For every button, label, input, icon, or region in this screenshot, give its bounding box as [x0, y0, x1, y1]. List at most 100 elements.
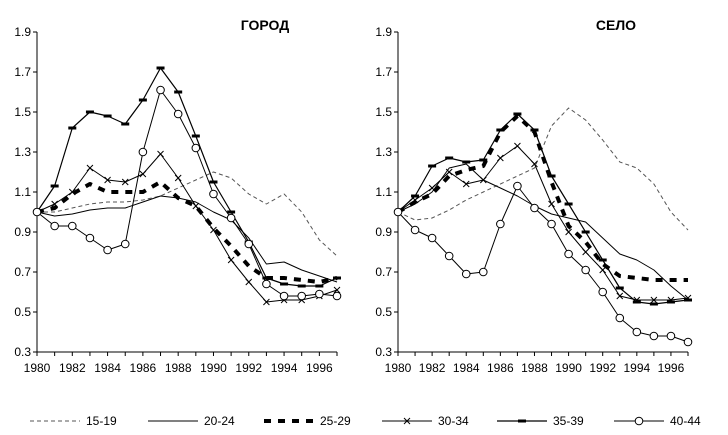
- data-point-40-44: [496, 219, 505, 229]
- series-line-25-29-selo: [396, 114, 688, 282]
- data-point-40-44: [478, 267, 488, 277]
- data-point-40-44: [244, 239, 254, 249]
- data-point-35-39: [209, 180, 218, 184]
- y-tick-label: 1.7: [14, 65, 31, 79]
- data-point-40-44: [262, 279, 271, 289]
- data-point-35-39: [85, 110, 94, 114]
- y-tick-label: 1.1: [14, 185, 31, 199]
- data-point-35-39: [666, 300, 675, 304]
- data-point-40-44: [547, 219, 556, 229]
- legend-marker: [518, 419, 526, 423]
- x-tick-label: 1986: [487, 361, 514, 375]
- legend-item-30-34: 30-34: [382, 414, 469, 428]
- series-line-20-24-selo: [397, 163, 689, 301]
- y-tick-label: 0.9: [375, 225, 392, 239]
- data-point-35-39: [530, 128, 539, 132]
- data-point-35-39: [50, 184, 59, 188]
- data-point-35-39: [411, 194, 420, 198]
- data-point-35-39: [280, 282, 289, 286]
- data-point-40-44: [598, 287, 608, 297]
- y-tick-label: 1.7: [375, 65, 392, 79]
- data-point-35-39: [333, 276, 341, 280]
- x-tick-label: 1992: [589, 361, 616, 375]
- y-tick-label: 1.5: [14, 105, 31, 119]
- y-tick-label: 0.7: [375, 265, 392, 279]
- legend-label: 30-34: [438, 414, 469, 428]
- data-point-35-39: [103, 114, 112, 118]
- legend-label: 15-19: [86, 414, 117, 428]
- data-point-35-39: [68, 126, 77, 130]
- series-line-35-39-gorod: [36, 67, 338, 287]
- data-point-30-34: [174, 174, 182, 182]
- x-tick-label: 1988: [521, 361, 548, 375]
- data-point-30-34: [514, 142, 521, 150]
- data-point-40-44: [103, 245, 112, 255]
- data-point-30-34: [428, 184, 436, 192]
- legend-item-40-44: 40-44: [614, 414, 701, 428]
- data-point-30-34: [496, 154, 504, 162]
- data-point-35-39: [564, 202, 573, 206]
- data-point-40-44: [461, 269, 471, 279]
- chart-panel-gorod: ГОРОД 0.3 0.5 0.7 0.9 1.1 1.3 1.5 1.7 1.9 1980 198…: [14, 17, 342, 375]
- legend-item-15-19: 15-19: [30, 414, 117, 428]
- data-point-30-34: [86, 164, 94, 172]
- data-point-30-34: [139, 170, 147, 178]
- data-point-40-44: [191, 143, 201, 153]
- data-point-35-39: [191, 134, 200, 138]
- x-tick-label: 1992: [235, 361, 262, 375]
- data-point-30-34: [462, 180, 470, 188]
- x-tick-label: 1996: [306, 361, 333, 375]
- data-point-30-34: [599, 266, 607, 274]
- data-point-40-44: [666, 331, 676, 341]
- data-point-35-39: [496, 128, 505, 132]
- data-point-40-44: [120, 239, 130, 249]
- data-point-35-39: [581, 230, 590, 234]
- y-tick-label: 1.9: [14, 25, 31, 39]
- data-point-40-44: [156, 85, 165, 95]
- data-point-30-34: [121, 178, 129, 186]
- data-point-40-44: [649, 331, 659, 341]
- x-tick-label: 1988: [165, 361, 192, 375]
- y-tick-label: 0.3: [375, 345, 392, 359]
- x-tick-label: 1990: [200, 361, 227, 375]
- data-point-30-34: [68, 188, 76, 196]
- data-point-40-44: [393, 207, 403, 217]
- legend-item-20-24: 20-24: [148, 414, 235, 428]
- data-point-40-44: [632, 327, 642, 337]
- series-line-25-29-gorod: [36, 180, 338, 284]
- data-point-40-44: [513, 181, 522, 191]
- data-point-30-34: [333, 286, 341, 294]
- chart-title-gorod: ГОРОД: [241, 17, 290, 33]
- data-point-35-39: [297, 284, 306, 288]
- series-line-30-34-gorod: [36, 153, 338, 303]
- data-point-35-39: [315, 284, 324, 288]
- data-point-30-34: [445, 168, 453, 176]
- data-point-35-39: [513, 112, 522, 116]
- data-point-35-39: [462, 160, 471, 164]
- y-tick-label: 1.9: [375, 25, 392, 39]
- x-tick-label: 1994: [271, 361, 298, 375]
- legend-label: 40-44: [670, 414, 701, 428]
- legend-label: 25-29: [320, 414, 351, 428]
- legend-label: 20-24: [204, 414, 235, 428]
- data-point-35-39: [428, 164, 437, 168]
- data-point-35-39: [121, 122, 130, 126]
- data-point-30-34: [565, 228, 572, 236]
- y-tick-label: 1.5: [375, 105, 392, 119]
- data-point-40-44: [85, 233, 95, 243]
- y-tick-label: 1.1: [375, 185, 392, 199]
- data-point-40-44: [530, 203, 539, 213]
- data-point-40-44: [226, 213, 236, 223]
- data-point-40-44: [683, 337, 693, 347]
- x-tick-label: 1982: [59, 361, 86, 375]
- data-point-35-39: [138, 98, 147, 102]
- data-point-40-44: [209, 189, 218, 199]
- data-point-30-34: [548, 200, 555, 208]
- data-point-35-39: [479, 158, 488, 162]
- y-tick-label: 0.5: [14, 305, 31, 319]
- data-point-30-34: [531, 160, 538, 168]
- series-line-20-24-gorod: [36, 195, 338, 283]
- legend-marker: [403, 417, 411, 425]
- data-point-30-34: [245, 278, 253, 286]
